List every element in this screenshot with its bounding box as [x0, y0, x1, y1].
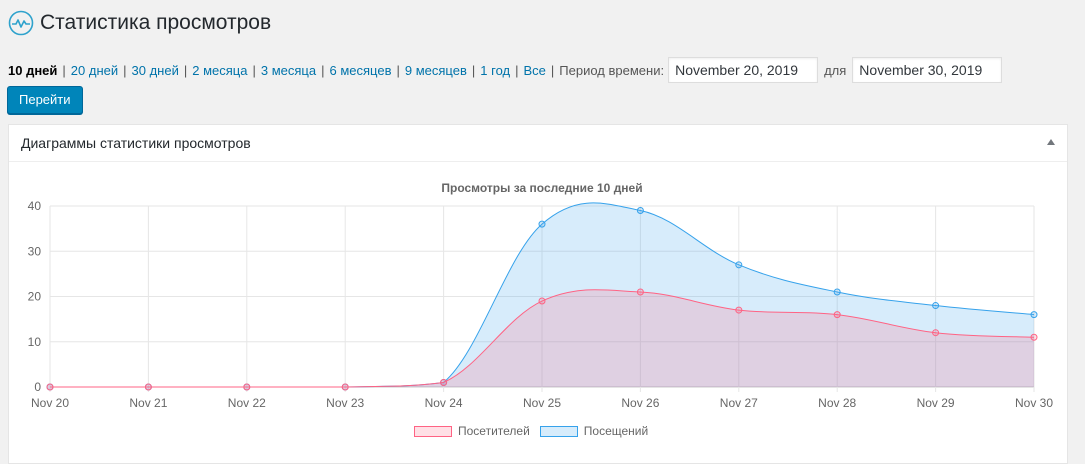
range-link[interactable]: 20 дней	[70, 62, 119, 78]
chart-legend: Посетителей Посещений	[414, 424, 658, 438]
data-point	[46, 383, 54, 391]
legend-label: Посещений	[583, 424, 649, 438]
arrow-up-icon[interactable]	[1047, 139, 1055, 145]
y-tick-label: 0	[34, 380, 41, 394]
period-label: Период времени:	[559, 62, 665, 78]
data-point	[440, 378, 448, 386]
postbox-title: Диаграммы статистики просмотров	[21, 135, 251, 151]
data-point	[538, 297, 546, 305]
data-point	[243, 383, 251, 391]
range-link[interactable]: 10 дней	[8, 62, 58, 78]
go-button[interactable]: Перейти	[7, 86, 83, 114]
data-point	[1030, 311, 1038, 319]
y-tick-label: 20	[28, 290, 42, 304]
x-tick-label: Nov 28	[818, 396, 856, 410]
date-from-input[interactable]	[668, 57, 819, 83]
date-to-label: для	[824, 62, 847, 78]
x-tick-label: Nov 26	[621, 396, 659, 410]
range-separator: |	[515, 62, 519, 78]
range-separator: |	[550, 62, 555, 78]
chart-title: Просмотры за последние 10 дней	[441, 181, 642, 195]
range-separator: |	[183, 62, 188, 78]
legend-item[interactable]: Посетителей	[414, 424, 530, 438]
y-tick-label: 40	[28, 199, 42, 213]
range-separator: |	[471, 62, 476, 78]
x-tick-label: Nov 22	[228, 396, 266, 410]
legend-swatch	[539, 425, 578, 437]
data-point	[833, 288, 841, 296]
postbox-header[interactable]: Диаграммы статистики просмотров	[9, 125, 1067, 162]
y-tick-label: 10	[28, 335, 42, 349]
range-link[interactable]: 6 месяцев	[329, 62, 392, 78]
legend-label: Посетителей	[458, 424, 530, 438]
range-link[interactable]: Все	[523, 62, 546, 78]
x-tick-label: Nov 24	[425, 396, 463, 410]
range-link[interactable]: 30 дней	[131, 62, 179, 78]
legend-item[interactable]: Посещений	[539, 424, 649, 438]
y-tick-label: 30	[28, 244, 42, 258]
data-point	[833, 311, 841, 319]
series-area	[50, 202, 1034, 387]
range-link[interactable]: 3 месяца	[260, 62, 317, 78]
range-link[interactable]: 1 год	[480, 62, 511, 78]
range-separator: |	[123, 62, 127, 78]
data-point	[932, 329, 940, 337]
date-to-input[interactable]	[852, 57, 1003, 83]
x-tick-label: Nov 27	[720, 396, 758, 410]
legend-swatch	[414, 425, 452, 437]
x-tick-label: Nov 29	[917, 396, 955, 410]
range-filter-bar: 10 дней | 20 дней | 30 дней | 2 месяца | 3 месяц…	[8, 57, 1003, 83]
page-title: Статистика просмотров	[40, 11, 272, 34]
x-tick-label: Nov 20	[31, 396, 69, 410]
page-header: Статистика просмотров	[8, 10, 271, 36]
data-point	[636, 288, 644, 296]
x-tick-label: Nov 23	[326, 396, 364, 410]
range-separator: |	[321, 62, 325, 78]
data-point	[1030, 333, 1038, 341]
data-point	[538, 220, 546, 228]
views-chart: Просмотры за последние 10 дней 0 10 20 30 40 N…	[28, 181, 1054, 410]
data-point	[144, 383, 152, 391]
data-point	[341, 383, 349, 391]
range-separator: |	[252, 62, 256, 78]
series-line	[50, 289, 1035, 388]
data-point	[735, 261, 743, 269]
x-tick-label: Nov 30	[1015, 396, 1053, 410]
range-link[interactable]: 2 месяца	[192, 62, 248, 78]
pulse-wave-icon	[8, 10, 34, 36]
data-point	[932, 302, 940, 310]
range-separator: |	[396, 62, 400, 78]
data-point	[636, 207, 644, 215]
x-tick-label: Nov 21	[129, 396, 167, 410]
x-tick-label: Nov 25	[523, 396, 561, 410]
stats-postbox: Диаграммы статистики просмотров Просмотр…	[8, 124, 1068, 464]
data-point	[735, 306, 743, 314]
range-links: 10 дней | 20 дней | 30 дней | 2 месяца | 3 месяц…	[8, 63, 559, 78]
series-area	[50, 289, 1034, 387]
range-link[interactable]: 9 месяцев	[404, 62, 467, 78]
range-separator: |	[62, 62, 66, 78]
